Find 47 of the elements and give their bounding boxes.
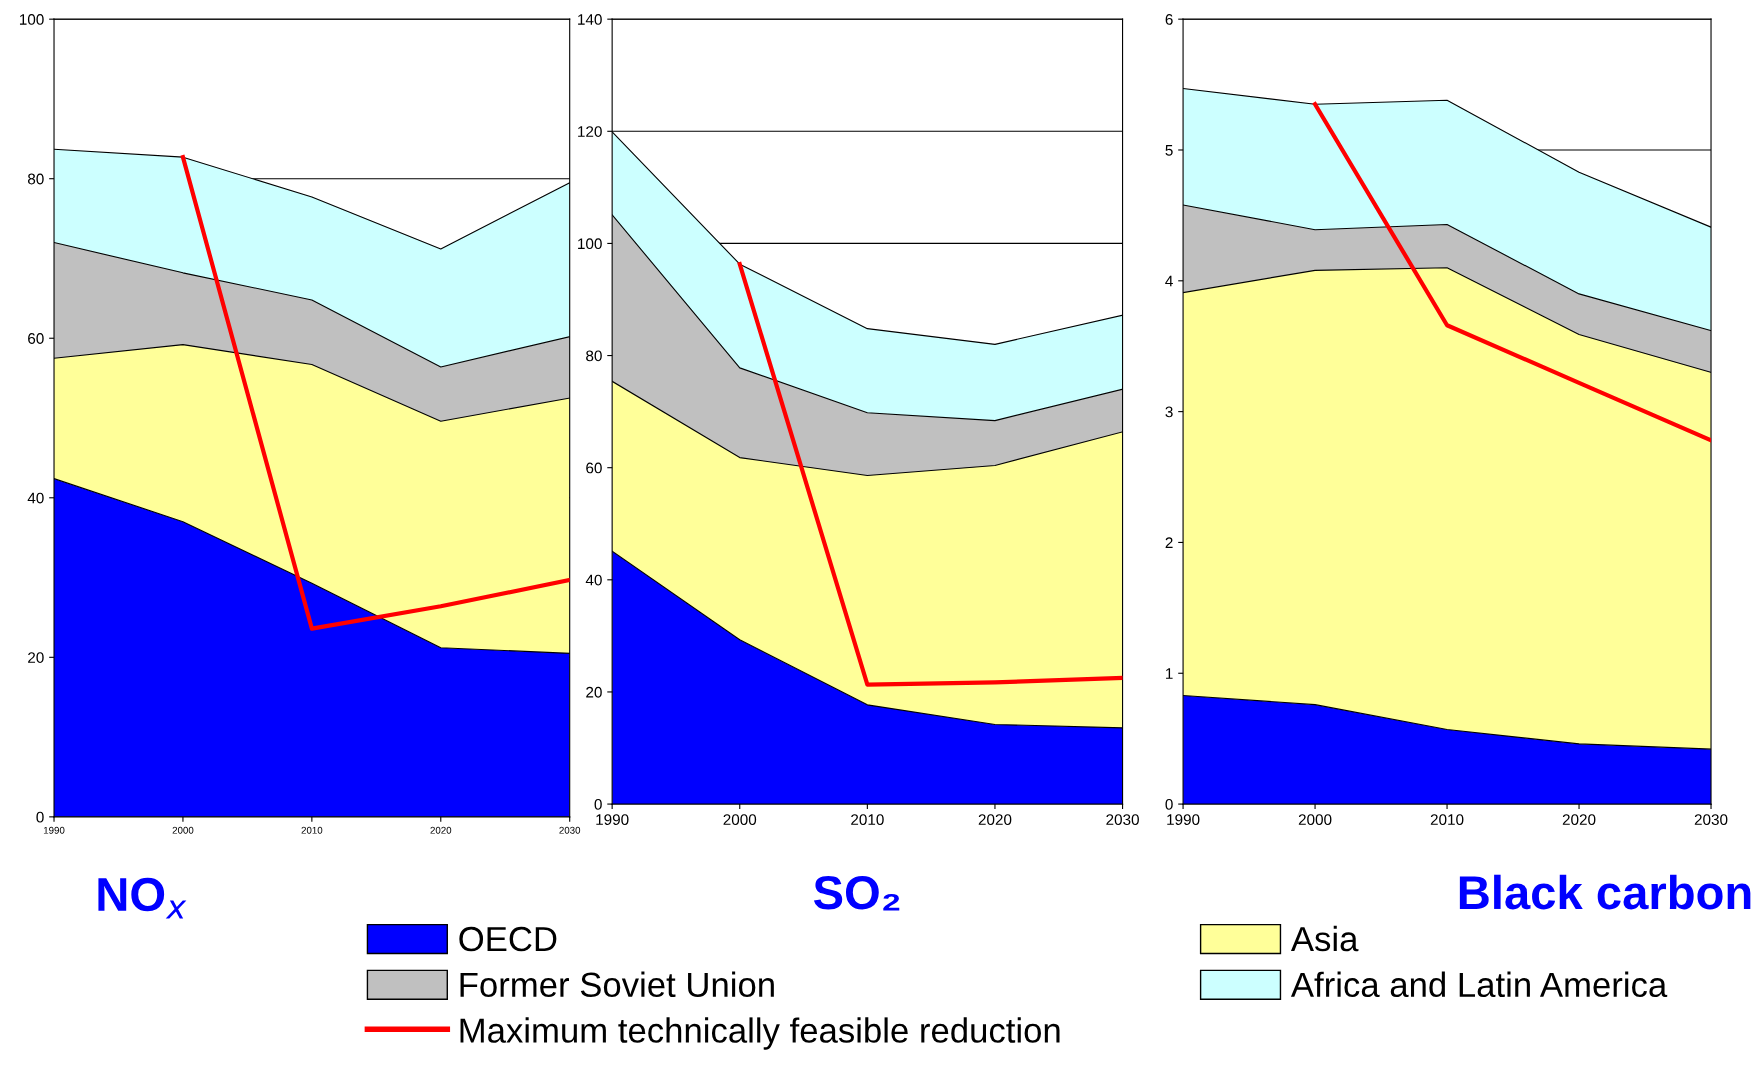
x-tick-label: 2030	[1106, 814, 1139, 826]
x-tick-label: 1990	[1167, 814, 1200, 826]
y-tick-label: 40	[585, 574, 602, 586]
x-tick-label: 2010	[1430, 814, 1464, 826]
y-tick-label: 20	[28, 652, 44, 663]
x-tick-label: 2030	[1694, 814, 1728, 826]
y-tick-label: 0	[36, 811, 44, 823]
legend-label: Maximum technically feasible reduction	[460, 1017, 1060, 1050]
y-tick-label: 20	[586, 686, 602, 698]
legend-label: Africa and Latin America	[1290, 971, 1668, 998]
line-series	[1312, 102, 1712, 443]
legend-label: Asia	[1290, 925, 1359, 952]
line-series	[737, 262, 1123, 687]
x-tick-label: 2010	[301, 826, 323, 834]
y-tick-label: 100	[19, 14, 44, 25]
y-tick-label: 100	[578, 238, 602, 250]
text: Black carbon	[1459, 874, 1751, 910]
x-tick-label: 1990	[43, 826, 65, 834]
x-tick-label: 2010	[851, 814, 884, 826]
x-tick-label: 2000	[723, 814, 757, 826]
y-tick-label: 40	[27, 492, 44, 504]
y-tick-label: 4	[1165, 275, 1173, 287]
x-tick-label: 2020	[978, 814, 1012, 826]
y-tick-label: 80	[586, 350, 602, 362]
y-tick-label: 3	[1165, 406, 1173, 418]
y-tick-label: 2	[1165, 537, 1173, 548]
y-tick-label: 1	[1166, 668, 1173, 679]
y-tick-label: 60	[28, 333, 44, 344]
legend-label: OECD	[459, 926, 557, 952]
y-tick-label: 0	[594, 798, 602, 810]
x-tick-label: 1990	[596, 814, 629, 826]
y-tick-label: 80	[27, 173, 44, 185]
x-tick-label: 2030	[559, 826, 581, 834]
y-tick-label: 0	[1165, 798, 1173, 810]
text: SO₂	[813, 875, 900, 911]
x-tick-label: 2020	[430, 826, 452, 834]
text: NO$_{x}$	[98, 877, 187, 919]
y-tick-label: 5	[1165, 145, 1173, 156]
y-tick-label: 120	[578, 126, 602, 137]
y-tick-label: 6	[1165, 14, 1173, 25]
x-tick-label: 2000	[1298, 814, 1332, 826]
x-tick-label: 2020	[1562, 814, 1596, 826]
legend-label: Former Soviet Union	[460, 971, 774, 998]
x-tick-label: 2000	[172, 826, 194, 834]
y-tick-label: 60	[586, 462, 602, 474]
line-series	[180, 155, 570, 631]
y-tick-label: 140	[578, 14, 602, 25]
